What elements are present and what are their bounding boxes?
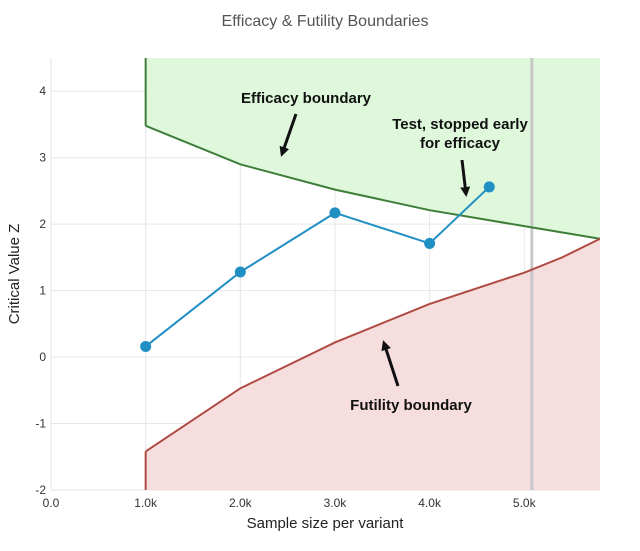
series-point-4 bbox=[483, 181, 495, 193]
series-point-1 bbox=[234, 266, 246, 278]
y-tick-label-2: 0 bbox=[39, 350, 46, 364]
annotation-efficacy-arrow bbox=[279, 113, 298, 157]
annotation-efficacy: Efficacy boundary bbox=[241, 90, 372, 157]
annotation-test: Test, stopped early for efficacy bbox=[392, 116, 528, 197]
annotation-futility-arrow bbox=[381, 340, 400, 387]
y-tick-label-3: 1 bbox=[39, 284, 46, 298]
annotation-test-line-2: for efficacy bbox=[420, 135, 501, 152]
y-tick-labels: -2 -1 0 1 2 3 4 bbox=[35, 84, 46, 497]
futility-region bbox=[145, 238, 600, 490]
futility-boundary-line bbox=[145, 237, 600, 453]
boundary-regions bbox=[145, 58, 600, 490]
efficacy-boundary-line bbox=[145, 124, 600, 240]
series-point-2 bbox=[329, 207, 341, 219]
y-tick-label-6: 4 bbox=[39, 84, 46, 98]
x-tick-label-1: 1.0k bbox=[134, 496, 158, 510]
x-tick-labels: 0.0 1.0k 2.0k 3.0k 4.0k 5.0k bbox=[43, 496, 537, 510]
annotation-efficacy-line-1: Efficacy boundary bbox=[241, 90, 372, 107]
x-tick-label-2: 2.0k bbox=[229, 496, 253, 510]
x-axis-label: Sample size per variant bbox=[247, 515, 405, 532]
x-tick-label-5: 5.0k bbox=[513, 496, 537, 510]
chart-title: Efficacy & Futility Boundaries bbox=[222, 13, 429, 30]
y-tick-label-4: 2 bbox=[39, 217, 46, 231]
y-axis-label: Critical Value Z bbox=[6, 224, 23, 325]
efficacy-region bbox=[145, 58, 600, 239]
y-tick-label-0: -2 bbox=[35, 483, 46, 497]
y-tick-label-1: -1 bbox=[35, 417, 46, 431]
x-tick-label-3: 3.0k bbox=[324, 496, 348, 510]
annotation-futility: Futility boundary bbox=[350, 340, 472, 414]
boundary-lines bbox=[144, 58, 600, 490]
annotation-futility-line-1: Futility boundary bbox=[350, 397, 472, 414]
series-point-3 bbox=[424, 237, 436, 249]
test-series bbox=[140, 181, 495, 352]
annotation-test-line-1: Test, stopped early bbox=[392, 116, 528, 133]
series-point-0 bbox=[140, 340, 152, 352]
y-tick-label-5: 3 bbox=[39, 151, 46, 165]
annotation-test-arrow bbox=[460, 159, 471, 197]
x-tick-label-0: 0.0 bbox=[43, 496, 60, 510]
x-tick-label-4: 4.0k bbox=[418, 496, 442, 510]
